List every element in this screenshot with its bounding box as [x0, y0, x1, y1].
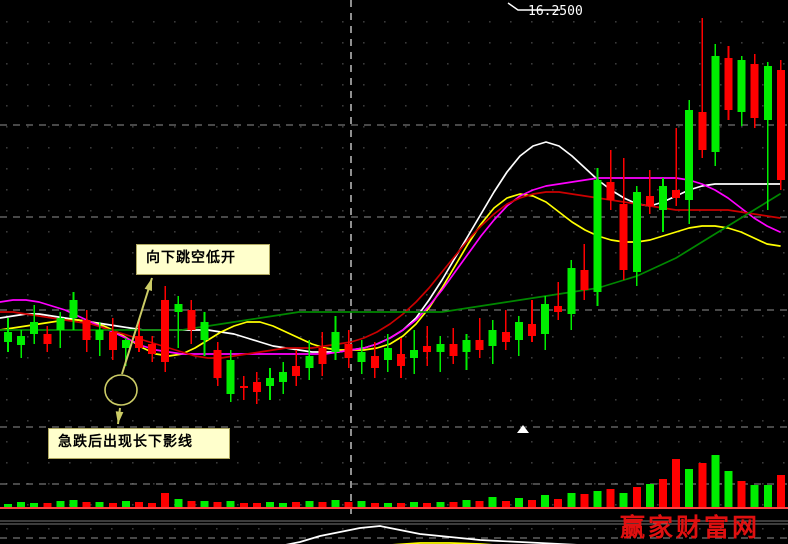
site-watermark: 赢家财富网	[620, 513, 761, 542]
annotation-gap-down: 向下跳空低开	[136, 244, 270, 275]
price-label: 16.2500	[528, 4, 583, 19]
annotation-long-lower-shadow: 急跌后出现长下影线	[48, 428, 230, 459]
